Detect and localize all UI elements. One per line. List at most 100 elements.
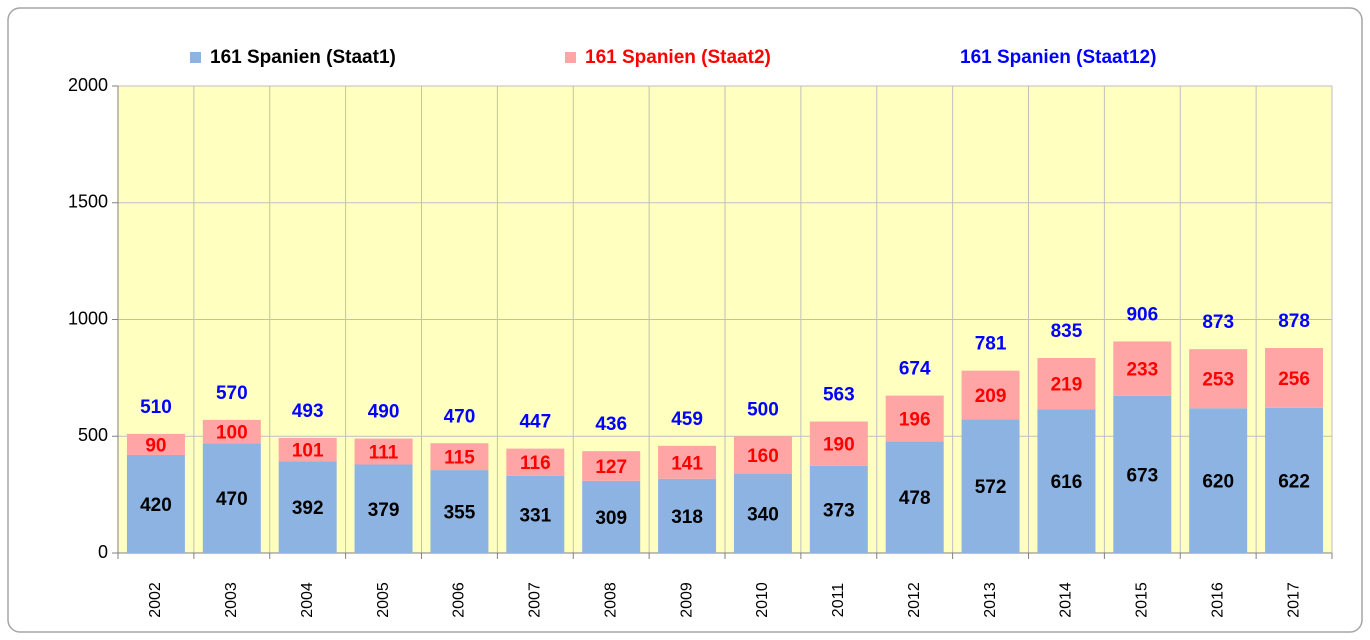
x-tick-label: 2009 — [678, 582, 695, 618]
bar-segment — [885, 441, 944, 553]
legend-label: 161 Spanien (Staat12) — [960, 47, 1156, 68]
x-tick-label: 2003 — [223, 582, 240, 618]
legend-marker — [565, 52, 576, 63]
y-tick-label: 0 — [98, 542, 108, 562]
x-tick-label: 2013 — [982, 582, 999, 618]
data-label: 563 — [823, 385, 855, 406]
bar-segment — [733, 436, 792, 474]
data-label: 873 — [1202, 312, 1234, 333]
bar-segment — [430, 443, 489, 471]
x-tick-label: 2016 — [1209, 582, 1226, 618]
bar-segment — [354, 438, 413, 465]
data-label: 196 — [899, 410, 931, 431]
data-label: 116 — [520, 453, 551, 474]
data-label: 127 — [595, 457, 627, 478]
data-label: 256 — [1278, 369, 1310, 390]
bar-segment — [885, 395, 944, 442]
x-tick-label: 2017 — [1285, 582, 1302, 618]
bar-segment — [202, 419, 261, 444]
data-label: 253 — [1202, 370, 1234, 391]
data-label: 219 — [1051, 375, 1083, 396]
bar-segment — [809, 465, 868, 553]
bar-segment — [809, 421, 868, 466]
bar-segment — [126, 433, 185, 455]
bar-segment — [1265, 347, 1324, 408]
bar-segment — [278, 461, 337, 553]
bar-segment — [582, 480, 641, 553]
data-label: 331 — [519, 505, 551, 526]
data-label: 781 — [975, 334, 1007, 355]
bar-segment — [961, 370, 1020, 420]
data-label: 572 — [975, 477, 1007, 498]
bar-segment — [126, 454, 185, 553]
data-label: 160 — [747, 446, 779, 467]
data-label: 493 — [292, 401, 324, 422]
bar-segment — [202, 443, 261, 553]
data-label: 340 — [747, 504, 779, 525]
data-label: 115 — [444, 448, 475, 469]
x-tick-label: 2010 — [754, 582, 771, 618]
x-tick-label: 2011 — [830, 583, 847, 618]
legend-label: 161 Spanien (Staat2) — [585, 47, 771, 68]
bar-segment — [1037, 358, 1096, 410]
data-label: 673 — [1126, 465, 1158, 486]
legend-label: 161 Spanien (Staat1) — [210, 47, 396, 68]
bar-segment — [506, 448, 565, 476]
y-tick-label: 2000 — [68, 75, 108, 95]
x-tick-label: 2008 — [602, 582, 619, 618]
data-label: 906 — [1126, 304, 1158, 325]
bar-segment — [961, 419, 1020, 553]
bar-segment — [658, 445, 717, 479]
data-label: 835 — [1051, 321, 1083, 342]
data-label: 318 — [671, 507, 703, 528]
data-label: 111 — [369, 443, 399, 464]
bar-segment — [506, 475, 565, 553]
data-label: 478 — [899, 488, 931, 509]
data-label: 490 — [368, 402, 400, 423]
x-tick-label: 2012 — [906, 582, 923, 618]
data-label: 233 — [1126, 360, 1158, 381]
x-tick-label: 2015 — [1134, 582, 1151, 618]
data-label: 616 — [1051, 472, 1083, 493]
bar-segment — [1113, 395, 1172, 553]
y-tick-label: 1000 — [68, 308, 108, 328]
data-label: 436 — [595, 414, 627, 435]
data-label: 379 — [368, 500, 400, 521]
data-label: 510 — [140, 397, 172, 418]
y-tick-label: 1500 — [68, 192, 108, 212]
data-label: 459 — [671, 409, 703, 430]
data-label: 141 — [671, 453, 703, 474]
x-tick-label: 2004 — [299, 582, 316, 618]
x-tick-label: 2002 — [147, 582, 164, 618]
data-label: 620 — [1202, 472, 1234, 493]
data-label: 447 — [519, 412, 551, 433]
bar-segment — [430, 470, 489, 553]
data-label: 878 — [1278, 311, 1310, 332]
data-label: 190 — [823, 435, 855, 456]
bar-segment — [1189, 349, 1248, 409]
x-tick-label: 2014 — [1058, 582, 1075, 618]
data-label: 100 — [216, 423, 248, 444]
data-label: 622 — [1278, 471, 1310, 492]
bar-segment — [278, 437, 337, 462]
bar-segment — [354, 464, 413, 553]
data-label: 420 — [140, 495, 172, 516]
data-label: 209 — [975, 386, 1007, 407]
bar-segment — [1189, 408, 1248, 553]
data-label: 373 — [823, 500, 855, 521]
bar-segment — [658, 478, 717, 553]
x-tick-label: 2005 — [375, 582, 392, 618]
bar-segment — [733, 473, 792, 553]
data-label: 309 — [595, 508, 627, 529]
bar-segment — [1265, 407, 1324, 553]
data-label: 392 — [292, 498, 324, 519]
x-tick-label: 2006 — [451, 582, 468, 618]
data-label: 355 — [444, 503, 476, 524]
bar-segment — [582, 451, 641, 481]
data-label: 90 — [145, 435, 166, 456]
data-label: 101 — [292, 441, 324, 462]
bar-segment — [1113, 341, 1172, 396]
data-label: 674 — [899, 359, 931, 380]
data-label: 470 — [444, 406, 476, 427]
